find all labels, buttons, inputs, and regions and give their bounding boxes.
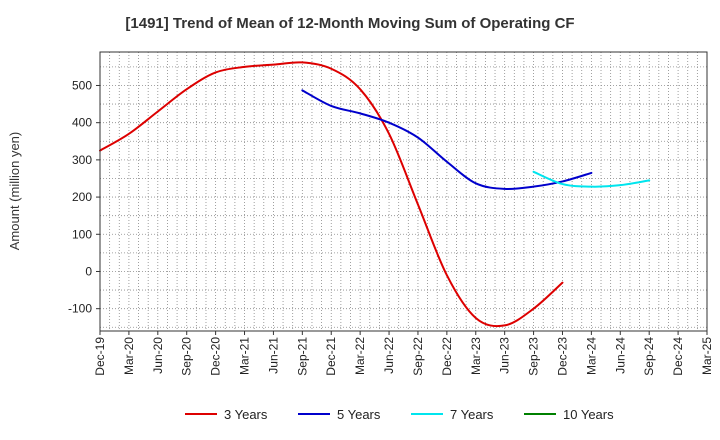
legend: 3 Years 5 Years 7 Years 10 Years xyxy=(185,407,614,422)
x-tick-label: Sep-23 xyxy=(527,337,541,376)
chart-title: [1491] Trend of Mean of 12-Month Moving … xyxy=(125,15,574,32)
y-tick-label: 200 xyxy=(72,190,92,204)
legend-label: 3 Years xyxy=(224,407,268,422)
series-line-7-years xyxy=(532,170,651,188)
x-tick-label: Jun-24 xyxy=(613,337,627,374)
x-tick-label: Mar-24 xyxy=(584,337,598,375)
x-tick-label: Sep-21 xyxy=(295,337,309,376)
y-tick-label: 500 xyxy=(72,78,92,92)
x-tick-label: Mar-23 xyxy=(469,337,483,375)
y-tick-label: 300 xyxy=(72,153,92,167)
x-tick-label: Dec-21 xyxy=(324,337,338,376)
x-tick-label: Sep-22 xyxy=(411,337,425,376)
x-tick-label: Mar-20 xyxy=(122,337,136,375)
x-tick-label: Mar-21 xyxy=(238,337,252,375)
x-tick-label: Jun-22 xyxy=(382,337,396,374)
x-tick-label: Sep-20 xyxy=(180,337,194,376)
x-tick-label: Jun-23 xyxy=(498,337,512,374)
x-tick-label: Jun-20 xyxy=(151,337,165,374)
x-tick-label: Mar-22 xyxy=(353,337,367,375)
x-tick-label: Mar-25 xyxy=(700,337,714,375)
y-ticks: -100 0 100 200 300 400 500 xyxy=(68,78,100,316)
x-tick-label: Jun-21 xyxy=(266,337,280,374)
plot-series xyxy=(99,61,651,328)
x-tick-label: Dec-24 xyxy=(671,337,685,376)
x-tick-label: Dec-22 xyxy=(440,337,454,376)
series-line-5-years xyxy=(301,89,593,191)
x-tick-label: Dec-19 xyxy=(93,337,107,376)
plot-frame xyxy=(99,51,708,332)
x-tick-label: Dec-20 xyxy=(209,337,223,376)
legend-label: 5 Years xyxy=(337,407,381,422)
legend-label: 7 Years xyxy=(450,407,494,422)
y-tick-label: 0 xyxy=(85,264,92,278)
y-axis-label: Amount (million yen) xyxy=(7,132,22,251)
y-tick-label: 100 xyxy=(72,227,92,241)
legend-label: 10 Years xyxy=(563,407,614,422)
y-tick-label: 400 xyxy=(72,116,92,130)
x-ticks: Dec-19 Mar-20 Jun-20 Sep-20 Dec-20 Mar-21 Jun-… xyxy=(93,331,714,376)
x-tick-label: Dec-23 xyxy=(555,337,569,376)
grid xyxy=(100,52,707,331)
x-tick-label: Sep-24 xyxy=(642,337,656,376)
y-tick-label: -100 xyxy=(68,302,92,316)
series-line-3-years xyxy=(99,61,564,328)
